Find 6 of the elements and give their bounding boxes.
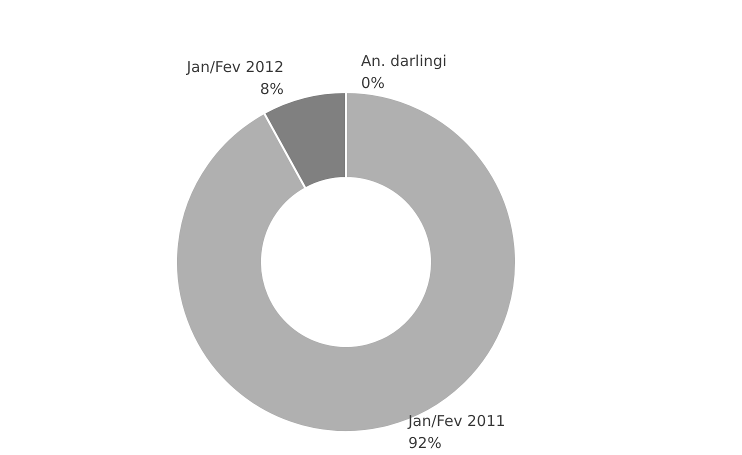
slice-label: Jan/Fev 2012 (186, 58, 284, 76)
category-label: An. darlingi (361, 52, 447, 70)
text: 0% (361, 74, 385, 92)
slice-label: Jan/Fev 2011 (407, 412, 506, 430)
data-label: 8% (260, 80, 284, 98)
data-label: 92% (408, 434, 442, 452)
